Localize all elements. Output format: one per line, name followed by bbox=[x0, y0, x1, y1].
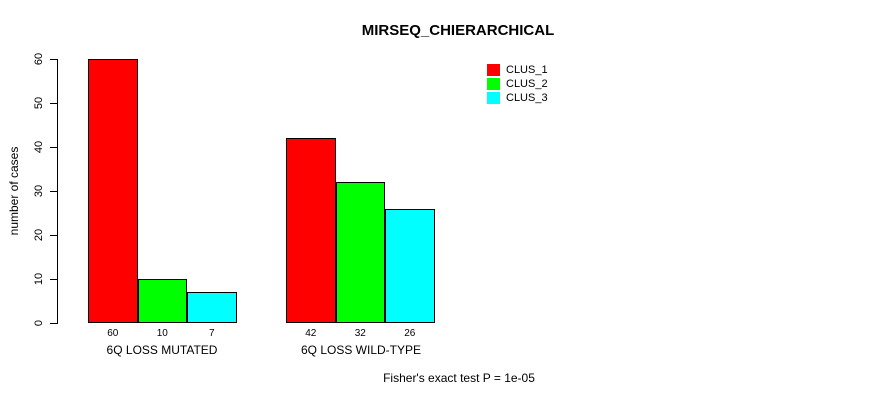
y-axis-tick bbox=[50, 190, 57, 192]
legend-label-clus-2: CLUS_2 bbox=[506, 77, 548, 90]
y-axis-tick-label: 50 bbox=[33, 96, 45, 110]
legend-label-clus-3: CLUS_3 bbox=[506, 91, 548, 104]
y-axis-tick bbox=[50, 102, 57, 104]
y-axis-line bbox=[57, 59, 58, 324]
bar-value-label: 32 bbox=[354, 328, 366, 339]
bar-clus_3-group1 bbox=[187, 292, 237, 323]
bar-clus_2-group1 bbox=[137, 279, 187, 323]
legend-swatch-clus-3 bbox=[487, 92, 500, 104]
bar-value-label: 60 bbox=[107, 328, 119, 339]
legend-swatch-clus-2 bbox=[487, 78, 500, 90]
legend-entry-clus-1: CLUS_1 bbox=[487, 63, 548, 77]
y-axis-tick bbox=[50, 58, 57, 60]
legend: CLUS_1 CLUS_2 CLUS_3 bbox=[487, 63, 548, 105]
legend-entry-clus-2: CLUS_2 bbox=[487, 77, 548, 91]
legend-swatch-clus-1 bbox=[487, 64, 500, 76]
x-category-label-mutated: 6Q LOSS MUTATED bbox=[106, 343, 218, 357]
y-axis-tick-label: 30 bbox=[33, 184, 45, 198]
fisher-test-annotation: Fisher's exact test P = 1e-05 bbox=[383, 371, 535, 385]
bar-value-label: 42 bbox=[305, 328, 317, 339]
bar-clus_1-group2 bbox=[286, 138, 336, 323]
y-axis-tick bbox=[50, 278, 57, 280]
bar-value-label: 26 bbox=[404, 328, 416, 339]
y-axis-tick bbox=[50, 146, 57, 148]
bar-clus_1-group1 bbox=[88, 59, 138, 323]
y-axis-tick-label: 40 bbox=[33, 140, 45, 154]
legend-label-clus-1: CLUS_1 bbox=[506, 63, 548, 76]
y-axis-tick-label: 60 bbox=[33, 52, 45, 66]
bar-value-label: 10 bbox=[156, 328, 168, 339]
bar-clus_2-group2 bbox=[335, 182, 385, 323]
y-axis-tick-label: 20 bbox=[33, 228, 45, 242]
x-category-label-wild-type: 6Q LOSS WILD-TYPE bbox=[300, 343, 422, 357]
legend-entry-clus-3: CLUS_3 bbox=[487, 91, 548, 105]
y-axis-label: number of cases bbox=[7, 146, 21, 236]
y-axis-tick-label: 10 bbox=[33, 272, 45, 286]
y-axis-tick-label: 0 bbox=[33, 319, 45, 327]
chart-title: MIRSEQ_CHIERARCHICAL bbox=[361, 22, 555, 39]
bar-clus_3-group2 bbox=[385, 208, 435, 323]
y-axis-tick bbox=[50, 322, 57, 324]
bar-value-label: 7 bbox=[208, 328, 215, 339]
y-axis-tick bbox=[50, 234, 57, 236]
